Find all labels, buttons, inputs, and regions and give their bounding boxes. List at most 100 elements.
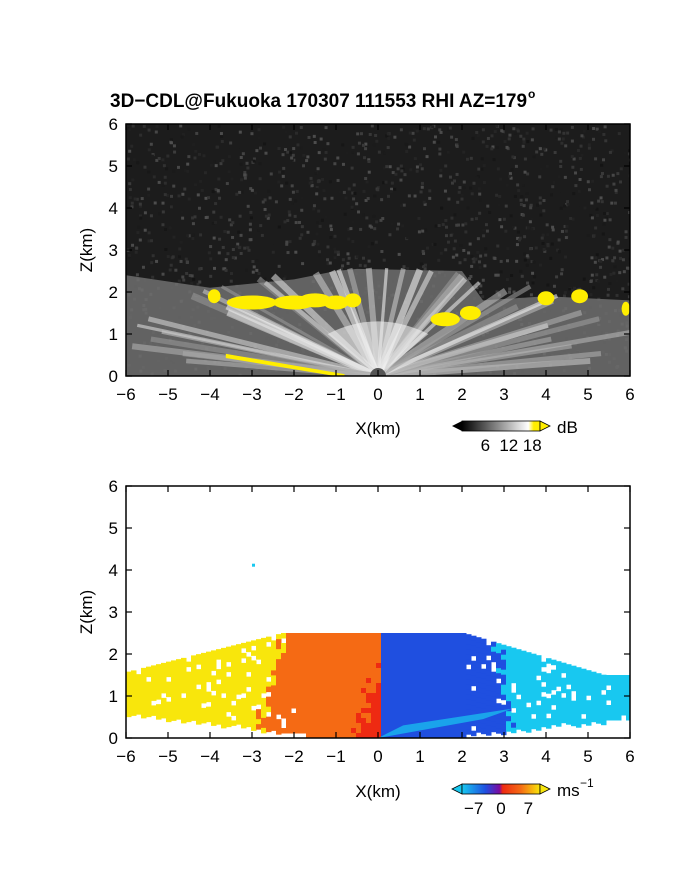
velocity-cell-positive <box>256 714 262 720</box>
noise-pixel <box>151 153 155 157</box>
velocity-cell-negative <box>416 658 422 664</box>
velocity-cell-positive <box>316 683 322 689</box>
velocity-cell-positive <box>271 725 277 731</box>
noise-pixel <box>198 267 202 271</box>
noise-pixel <box>412 138 416 142</box>
x-tick-label: 0 <box>373 747 382 766</box>
noise-pixel <box>341 264 345 268</box>
velocity-cell-positive <box>361 708 367 714</box>
velocity-cell-negative <box>541 721 547 728</box>
noise-pixel <box>237 230 241 234</box>
velocity-cell-positive <box>156 674 162 680</box>
noise-pixel <box>413 127 417 131</box>
velocity-cell-positive <box>281 663 287 669</box>
velocity-cell-positive <box>321 703 327 709</box>
noise-pixel <box>258 162 262 166</box>
velocity-cell-positive <box>236 709 242 715</box>
noise-pixel <box>465 157 469 161</box>
noise-pixel <box>396 227 400 231</box>
noise-pixel <box>285 181 289 185</box>
velocity-cell-positive <box>231 690 237 696</box>
velocity-cell-positive <box>176 674 182 680</box>
noise-pixel <box>203 171 207 175</box>
velocity-cell-negative <box>531 653 537 660</box>
velocity-cell-negative <box>386 668 392 674</box>
velocity-cell-positive <box>296 683 302 689</box>
velocity-cell-positive <box>266 701 272 708</box>
velocity-cell-positive <box>361 648 367 654</box>
noise-pixel <box>263 277 267 281</box>
noise-pixel <box>326 142 330 146</box>
velocity-cell-negative <box>421 663 427 669</box>
velocity-cell-positive <box>171 665 177 671</box>
velocity-cell-positive <box>326 733 332 738</box>
velocity-cell-positive <box>236 664 242 670</box>
velocity-cell-negative <box>611 675 617 681</box>
noise-pixel <box>172 169 176 173</box>
noise-pixel <box>128 182 132 186</box>
noise-pixel <box>542 247 546 251</box>
noise-pixel <box>500 133 504 137</box>
noise-pixel <box>560 229 564 233</box>
velocity-cell-negative <box>401 688 407 694</box>
velocity-cell-positive <box>376 708 382 714</box>
velocity-cell-positive <box>191 700 197 706</box>
velocity-cell-positive <box>256 639 262 645</box>
velocity-cell-negative <box>411 713 417 719</box>
velocity-cell-negative <box>391 723 397 729</box>
noise-pixel <box>455 172 459 176</box>
noise-pixel <box>255 259 259 263</box>
velocity-cell-negative <box>431 698 437 704</box>
velocity-cell-positive <box>271 710 277 716</box>
velocity-cell-negative <box>581 698 587 705</box>
velocity-cell-negative <box>526 722 532 728</box>
noise-pixel <box>406 267 410 271</box>
velocity-cell-negative <box>441 653 447 659</box>
noise-pixel <box>533 275 537 279</box>
velocity-cell-negative <box>531 708 537 715</box>
noise-pixel <box>161 223 165 227</box>
velocity-cell-negative <box>466 639 472 645</box>
noise-pixel <box>140 197 144 201</box>
velocity-cell-positive <box>191 705 197 711</box>
velocity-cell-positive <box>246 681 252 688</box>
noise-pixel <box>172 235 176 239</box>
velocity-cell-positive <box>351 648 357 654</box>
velocity-cell-positive <box>206 716 212 723</box>
velocity-cell-negative <box>451 693 457 699</box>
velocity-cell-negative <box>486 690 492 696</box>
velocity-cell-negative <box>491 676 497 683</box>
velocity-cell-positive <box>291 718 297 724</box>
velocity-cell-positive <box>331 708 337 714</box>
velocity-cell-positive <box>221 657 227 664</box>
x-tick-label: −1 <box>326 747 345 766</box>
noise-pixel <box>433 135 437 139</box>
noise-pixel <box>155 259 159 263</box>
velocity-cell-negative <box>586 720 592 726</box>
noise-pixel <box>296 143 300 147</box>
velocity-cell-negative <box>436 638 442 644</box>
noise-pixel <box>285 240 289 244</box>
velocity-cell-positive <box>341 658 347 664</box>
noise-pixel <box>502 217 506 221</box>
noise-pixel <box>472 181 476 185</box>
noise-pixel <box>443 189 447 193</box>
velocity-cell-negative <box>436 658 442 664</box>
velocity-cell-positive <box>356 723 362 729</box>
noise-pixel <box>469 274 473 278</box>
noise-pixel <box>495 124 499 128</box>
velocity-cell-negative <box>551 679 557 686</box>
velocity-cell-negative <box>486 650 492 656</box>
velocity-cell-negative <box>451 703 457 709</box>
velocity-cell-positive <box>376 658 382 664</box>
noise-pixel <box>365 180 369 184</box>
velocity-cell-negative <box>511 662 517 669</box>
velocity-cell-positive <box>156 664 162 670</box>
velocity-cell-positive <box>321 633 327 639</box>
velocity-cell-positive <box>331 663 337 669</box>
noise-pixel <box>613 265 617 269</box>
noise-pixel <box>475 130 479 134</box>
noise-pixel <box>447 197 451 201</box>
velocity-cell-negative <box>466 724 472 730</box>
velocity-cell-positive <box>276 729 282 735</box>
